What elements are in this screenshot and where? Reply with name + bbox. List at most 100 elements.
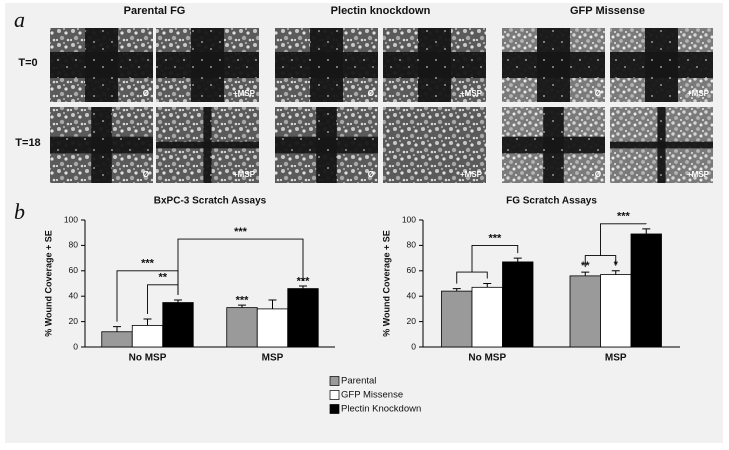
image-label: +MSP (233, 170, 256, 179)
error-bar (483, 283, 492, 288)
error-bar (299, 285, 307, 289)
significance-mark: *** (236, 294, 250, 306)
chart-title: FG Scratch Assays (506, 196, 597, 207)
legend-label: GFP Missense (341, 390, 403, 401)
image-label: +MSP (233, 89, 256, 98)
error-bar (174, 299, 182, 303)
chart-title: BxPC-3 Scratch Assays (154, 196, 267, 207)
image-label: +MSP (687, 89, 710, 98)
charts: BxPC-3 Scratch Assays % Wound Coverage + … (43, 196, 680, 364)
wound-gap (310, 28, 343, 102)
significance-mark: *** (488, 232, 502, 244)
column-title: Parental FG (124, 5, 186, 17)
bar-chart: FG Scratch Assays % Wound Coverage + SE 0 2… (381, 196, 680, 364)
y-tick-label: 60 (69, 265, 79, 275)
significance-mark: *** (141, 258, 155, 270)
wound-gap (203, 107, 212, 183)
significance-mark: *** (297, 275, 311, 287)
wound-gap (657, 107, 666, 183)
significance-mark: ** (158, 272, 167, 284)
wound-gap (91, 107, 112, 183)
wound-gap (543, 107, 564, 183)
wound-gap (316, 107, 337, 183)
legend-swatch (329, 376, 340, 386)
y-tick-label: 40 (69, 290, 79, 300)
significance-mark: *** (234, 226, 248, 238)
y-tick-label: 80 (407, 240, 417, 250)
bar (471, 286, 503, 348)
wound-gap (191, 28, 224, 102)
image-label: +MSP (460, 170, 483, 179)
significance-mark: *** (617, 211, 631, 223)
significance-bracket (456, 244, 519, 284)
y-tick-label: 0 (73, 341, 78, 351)
y-tick-label: 80 (69, 240, 79, 250)
bar (101, 331, 133, 348)
error-bar (143, 318, 152, 326)
error-bar (238, 304, 246, 308)
micrograph: Ø (50, 107, 153, 183)
error-bar (611, 270, 620, 275)
wound-gap (85, 28, 118, 102)
image-label: +MSP (460, 89, 483, 98)
y-tick-label: 20 (407, 316, 417, 326)
micrographs: Parental FG Plectin knockdown GFP Missense… (15, 5, 713, 183)
x-tick-label: No MSP (468, 353, 506, 364)
y-tick-label: 20 (69, 316, 79, 326)
wound-gap (645, 28, 678, 102)
legend-label: Parental (341, 376, 376, 387)
image-label: Ø (595, 89, 601, 98)
bar-chart: BxPC-3 Scratch Assays % Wound Coverage + … (43, 196, 335, 364)
bar (630, 233, 662, 348)
row-label: T=18 (15, 137, 40, 149)
legend-label: Plectin Knockdown (341, 404, 421, 415)
error-bar (642, 228, 651, 234)
bar (131, 325, 164, 348)
significance-bracket (177, 238, 304, 296)
error-bar (581, 271, 590, 276)
micrograph: +MSP (383, 28, 486, 102)
image-label: Ø (143, 170, 149, 179)
legend: Parental GFP Missense Plectin Knockdown (329, 376, 421, 415)
panel-label: a (14, 7, 25, 32)
micrograph: Ø (275, 28, 378, 102)
wound-gap (537, 28, 570, 102)
y-tick-label: 100 (64, 214, 78, 224)
image-label: +MSP (687, 170, 710, 179)
wound-gap (418, 28, 451, 102)
micrograph: Ø (50, 28, 153, 102)
bar (226, 307, 258, 348)
error-bar (513, 257, 522, 262)
y-tick-label: 0 (411, 341, 416, 351)
column-title: Plectin knockdown (331, 5, 431, 17)
micrograph: +MSP (610, 28, 713, 102)
micrograph: +MSP (156, 107, 259, 183)
image-label: Ø (368, 89, 374, 98)
y-axis-label: % Wound Coverage + SE (381, 230, 391, 337)
legend-swatch (329, 404, 340, 414)
image-label: Ø (143, 89, 149, 98)
row-label: T=0 (18, 57, 37, 69)
x-tick-label: No MSP (129, 353, 167, 364)
image-label: Ø (595, 170, 601, 179)
panel-label: b (14, 199, 25, 224)
legend-swatch (329, 390, 340, 400)
image-label: Ø (368, 170, 374, 179)
x-tick-label: MSP (605, 353, 627, 364)
micrograph: Ø (502, 107, 605, 183)
bar (441, 290, 473, 348)
y-tick-label: 60 (407, 265, 417, 275)
significance-bracket (584, 223, 647, 268)
micrograph: +MSP (383, 107, 486, 183)
bar (600, 274, 632, 348)
x-tick-label: MSP (262, 353, 284, 364)
y-tick-label: 100 (402, 214, 416, 224)
y-axis-label: % Wound Coverage + SE (43, 230, 53, 337)
error-bar (452, 288, 461, 292)
y-tick-label: 40 (407, 290, 417, 300)
error-bar (113, 326, 121, 332)
bar (569, 275, 601, 348)
micrograph: Ø (502, 28, 605, 102)
bar (502, 261, 534, 348)
